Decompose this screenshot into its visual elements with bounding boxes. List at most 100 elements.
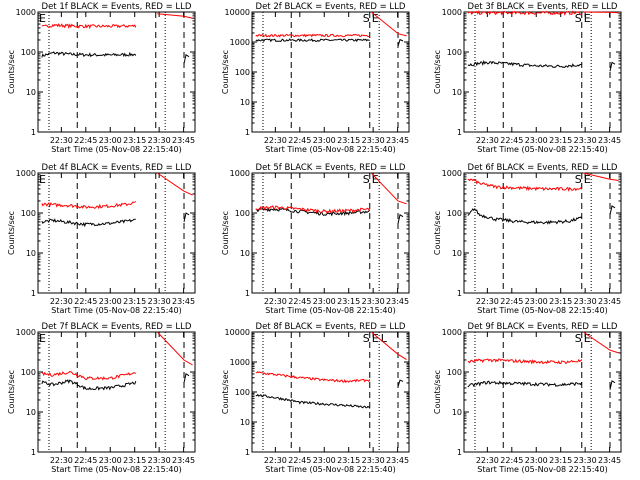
- lld-tail-line: [370, 172, 407, 205]
- lld-tail-line: [583, 11, 619, 14]
- y-axis-label: Counts/sec: [433, 211, 442, 255]
- y-tick-label: 10: [452, 249, 462, 258]
- x-tick-label: 22:30: [264, 456, 287, 465]
- y-tick-label: 1: [245, 448, 250, 457]
- chart-panel-6: Det 6f BLACK = Events, RED = LLD 1 10 100 10…: [433, 163, 622, 315]
- y-axis-label: Counts/sec: [221, 211, 230, 255]
- chart-panel-3: Det 3f BLACK = Events, RED = LLD 1 10 100 10…: [433, 2, 622, 154]
- y-tick-label: 100: [235, 388, 250, 397]
- x-tick-label: 23:45: [386, 297, 409, 306]
- x-tick-label: 23:00: [313, 136, 336, 145]
- plot-frame: [463, 172, 622, 294]
- chart-title: Det 4f BLACK = Events, RED = LLD: [42, 163, 192, 173]
- chart-panel-7: Det 7f BLACK = Events, RED = LLD 1 10 100 10…: [7, 322, 196, 474]
- x-tick-label: 23:45: [386, 136, 409, 145]
- y-tick-label: 1: [245, 289, 250, 298]
- x-tick-label: 22:45: [74, 136, 97, 145]
- y-tick-label: 1000: [16, 169, 36, 178]
- y-tick-label: 10: [26, 408, 36, 417]
- x-tick-label: 22:45: [74, 456, 97, 465]
- chart-panel-8: Det 8f BLACK = Events, RED = LLD 1 10 100 10…: [221, 322, 410, 474]
- x-tick-label: 22:30: [50, 136, 73, 145]
- x-tick-label: 23:00: [99, 456, 122, 465]
- chart-panel-2: Det 2f BLACK = Events, RED = LLD 1 10 100 10…: [221, 2, 410, 154]
- x-tick-label: 23:30: [362, 136, 385, 145]
- y-tick-label: 100: [447, 48, 462, 57]
- chart-title: Det 6f BLACK = Events, RED = LLD: [468, 163, 618, 173]
- events-tail-line: [183, 212, 190, 222]
- y-tick-label: 1000: [230, 38, 250, 47]
- x-tick-label: 22:45: [74, 297, 97, 306]
- x-tick-label: 22:45: [288, 297, 311, 306]
- plot-frame: [251, 172, 410, 294]
- x-tick-label: 23:15: [549, 297, 572, 306]
- y-tick-label: 10: [452, 88, 462, 97]
- lld-tail-line: [157, 172, 193, 196]
- lld-series-line: [467, 358, 583, 365]
- marker-label: E: [584, 173, 591, 186]
- marker-label: S: [363, 332, 370, 345]
- y-tick-label: 1: [457, 289, 462, 298]
- events-tail-line: [609, 205, 616, 215]
- events-series-line: [467, 59, 583, 68]
- lld-tail-line: [370, 331, 407, 361]
- x-axis-label: Start Time (05-Nov-08 22:15:40): [477, 465, 607, 474]
- x-tick-label: 23:45: [598, 297, 621, 306]
- x-tick-label: 22:45: [500, 456, 523, 465]
- lld-series-line: [41, 23, 137, 30]
- x-tick-label: 23:15: [337, 456, 360, 465]
- marker-label: E: [372, 332, 379, 345]
- x-tick-label: 23:30: [574, 297, 597, 306]
- events-tail-line: [397, 214, 404, 224]
- events-series-line: [255, 207, 371, 217]
- events-series-line: [41, 379, 137, 391]
- y-axis-label: Counts/sec: [221, 50, 230, 94]
- y-tick-label: 1: [457, 448, 462, 457]
- lld-tail-line: [157, 13, 193, 19]
- events-series-line: [255, 393, 371, 409]
- y-tick-label: 10: [452, 408, 462, 417]
- y-tick-label: 10: [240, 98, 250, 107]
- x-tick-label: 23:30: [148, 136, 171, 145]
- x-tick-label: 22:30: [476, 297, 499, 306]
- x-tick-label: 23:45: [598, 136, 621, 145]
- x-tick-label: 23:00: [313, 297, 336, 306]
- plot-frame: [37, 172, 196, 294]
- chart-title: Det 1f BLACK = Events, RED = LLD: [42, 2, 192, 12]
- y-axis-label: Counts/sec: [7, 50, 16, 94]
- x-tick-label: 23:00: [525, 136, 548, 145]
- y-tick-label: 100: [235, 209, 250, 218]
- x-tick-label: 23:30: [574, 456, 597, 465]
- x-tick-label: 22:45: [500, 136, 523, 145]
- y-tick-label: 1000: [230, 358, 250, 367]
- events-tail-line: [609, 61, 616, 72]
- y-tick-label: 100: [21, 209, 36, 218]
- y-tick-label: 10: [240, 418, 250, 427]
- marker-label: E: [372, 12, 379, 25]
- x-tick-label: 22:45: [500, 297, 523, 306]
- lld-series-line: [41, 201, 137, 210]
- x-tick-label: 23:00: [99, 297, 122, 306]
- y-tick-label: 100: [447, 368, 462, 377]
- events-series-line: [41, 218, 136, 228]
- x-tick-label: 22:30: [264, 297, 287, 306]
- y-tick-label: 1: [31, 128, 36, 137]
- lld-tail-line: [583, 331, 619, 354]
- x-tick-label: 23:15: [123, 297, 146, 306]
- x-tick-label: 22:30: [476, 456, 499, 465]
- x-tick-label: 23:30: [362, 297, 385, 306]
- x-tick-label: 23:00: [525, 456, 548, 465]
- y-tick-label: 1: [245, 128, 250, 137]
- x-tick-label: 23:45: [386, 456, 409, 465]
- x-axis-label: Start Time (05-Nov-08 22:15:40): [51, 465, 181, 474]
- plot-frame: [37, 331, 196, 453]
- y-tick-label: 1000: [442, 169, 462, 178]
- x-tick-label: 23:45: [172, 136, 195, 145]
- marker-label: S: [363, 12, 370, 25]
- y-tick-label: 10: [26, 88, 36, 97]
- x-tick-label: 23:15: [549, 456, 572, 465]
- chart-panel-1: Det 1f BLACK = Events, RED = LLD 1 10 100 10…: [7, 2, 196, 154]
- y-tick-label: 1000: [16, 328, 36, 337]
- x-axis-label: Start Time (05-Nov-08 22:15:40): [265, 306, 395, 315]
- lld-series-line: [467, 10, 583, 16]
